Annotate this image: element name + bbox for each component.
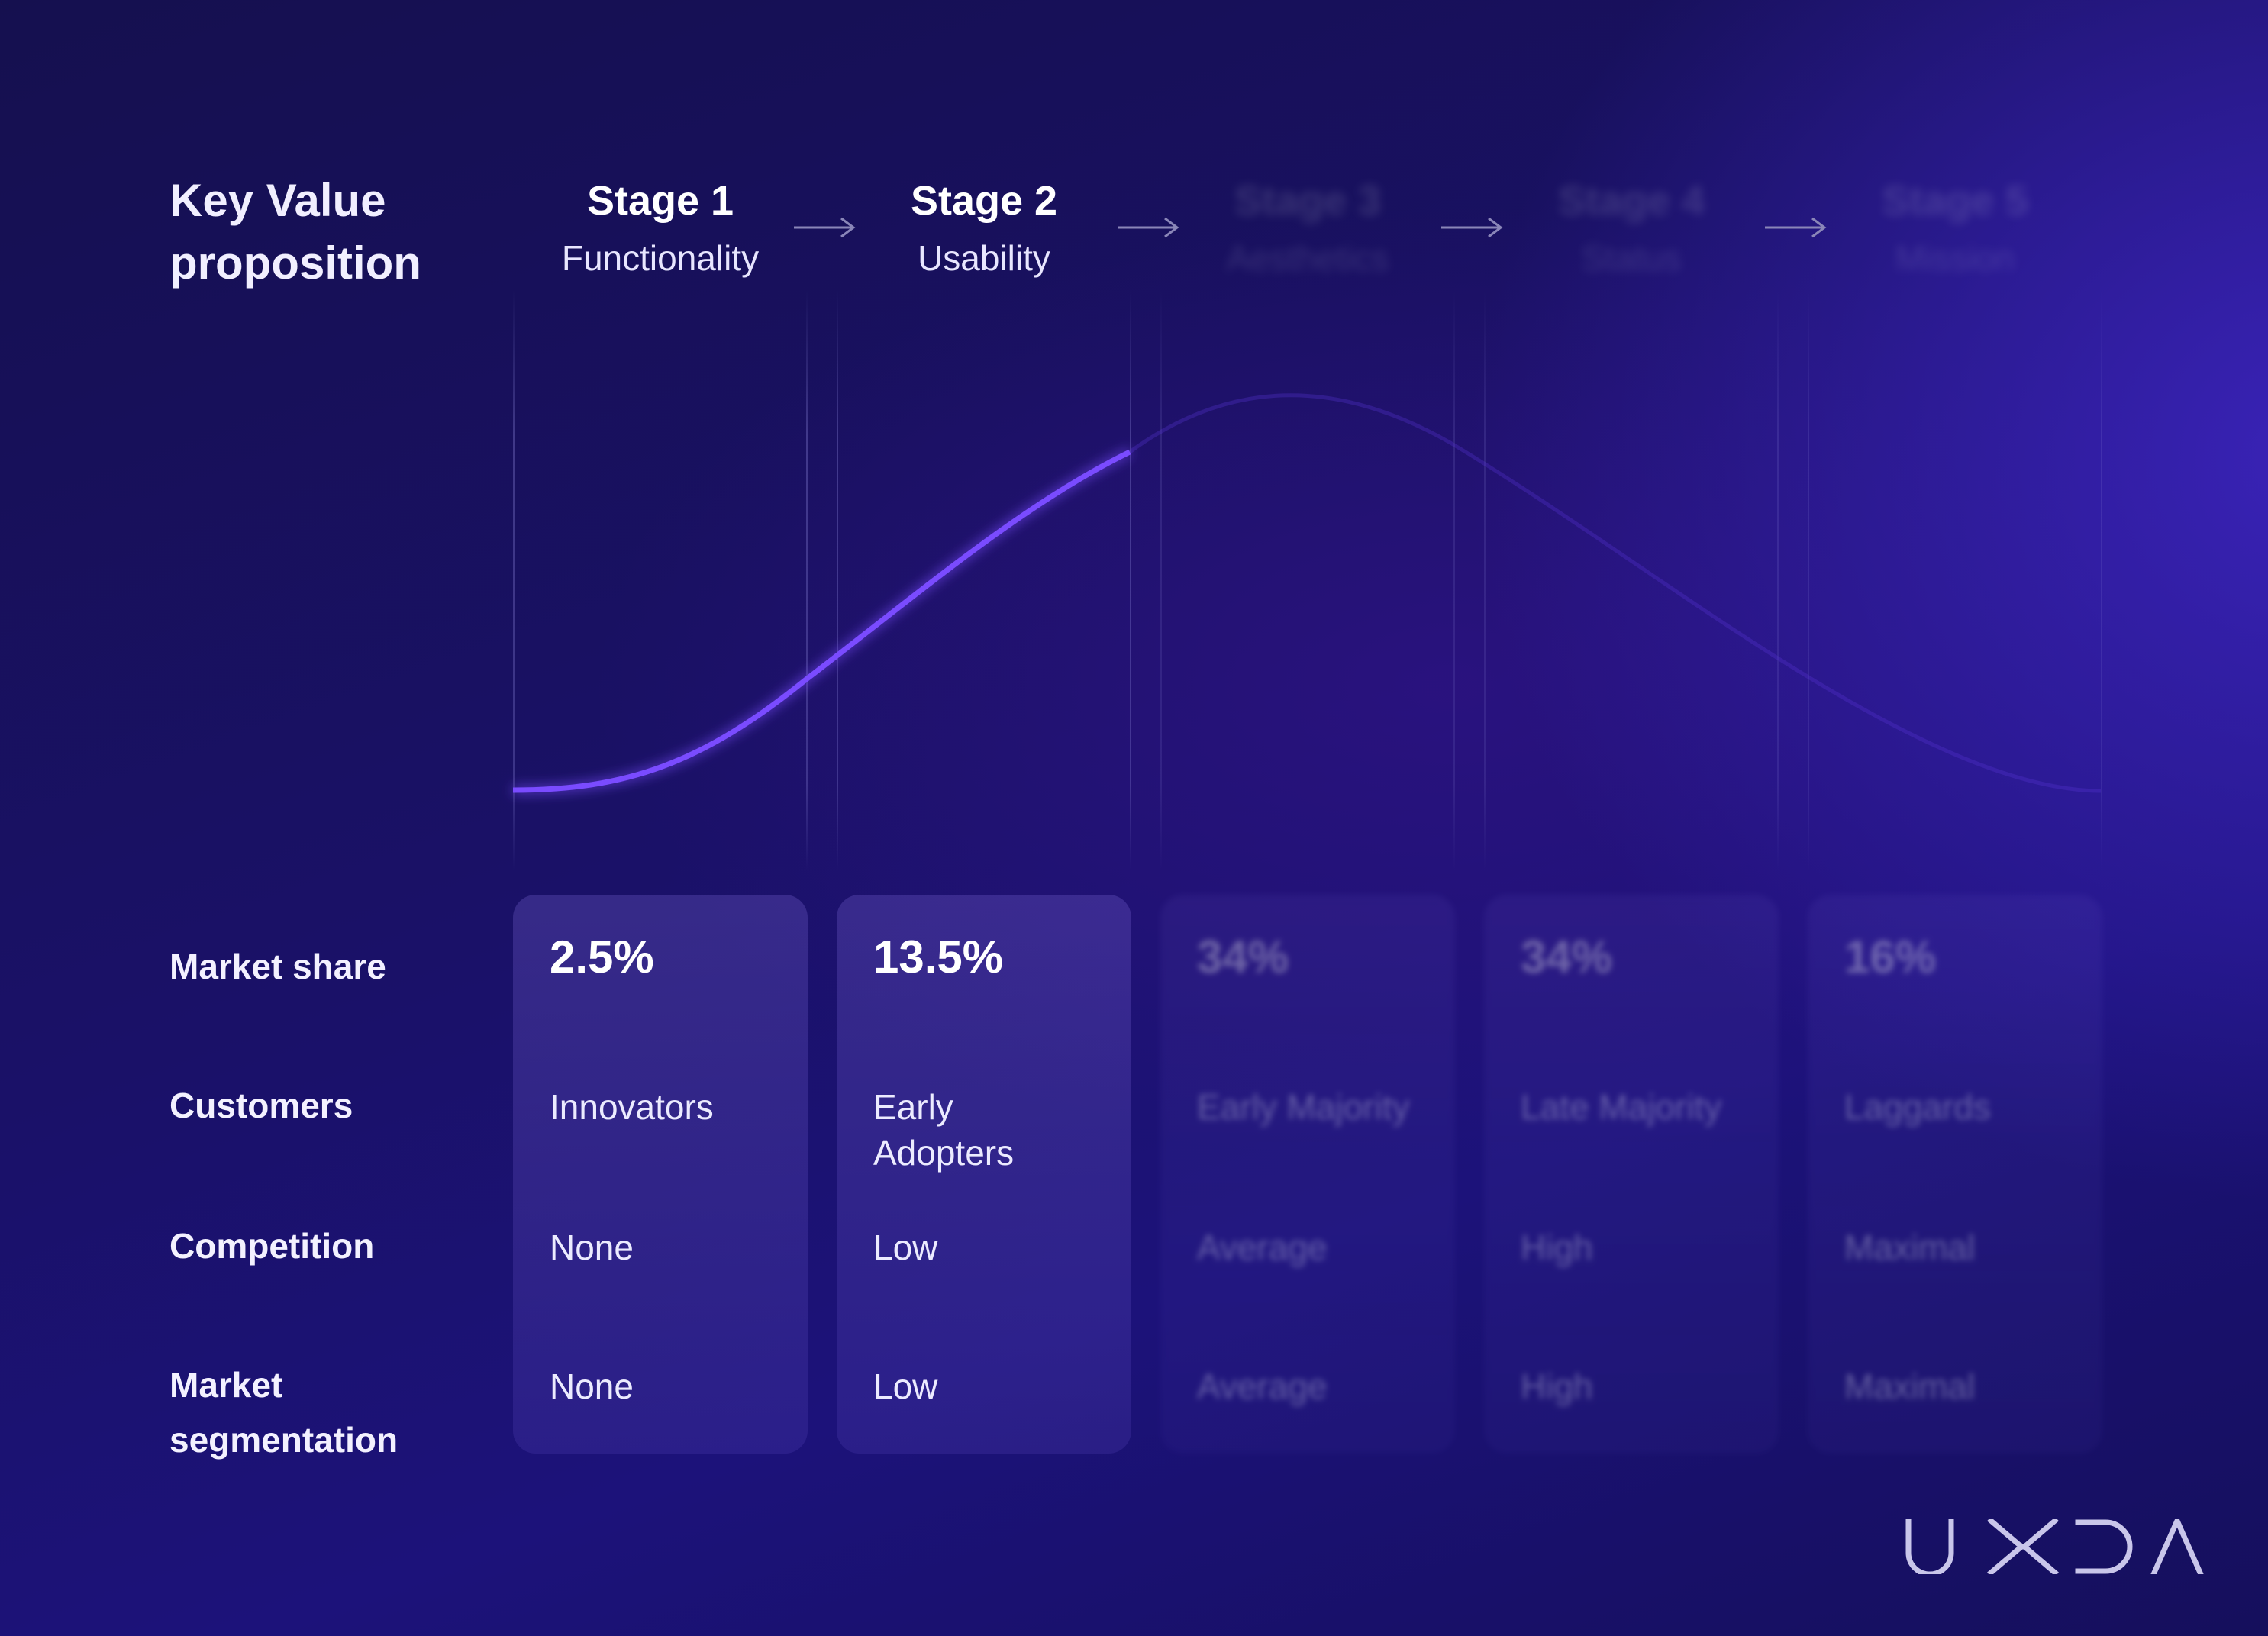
divider-line <box>837 290 838 870</box>
divider-line <box>2101 290 2102 870</box>
divider-line <box>1130 290 1131 870</box>
divider-line <box>1453 290 1455 870</box>
competition-value: Average <box>1197 1228 1328 1267</box>
stage-4-header: Stage 4 Status <box>1479 174 1784 289</box>
divider-line <box>806 290 808 870</box>
row-label-market-share: Market share <box>169 947 386 986</box>
competition-value: High <box>1521 1228 1593 1267</box>
competition-value: None <box>550 1228 634 1267</box>
stage-subtitle: Mission <box>1895 238 2015 278</box>
divider-line <box>1777 290 1779 870</box>
stage-name: Stage 1 <box>586 178 734 224</box>
customers-value: Laggards <box>1844 1087 1991 1127</box>
stage-name: Stage 4 <box>1557 178 1705 224</box>
arrow-right-icon <box>1441 217 1503 238</box>
row-label-market-segmentation: Market segmentation <box>169 1365 398 1460</box>
uxda-logo <box>1905 1519 2204 1574</box>
stage-subtitle: Usability <box>918 238 1050 278</box>
market-segmentation-value: Maximal <box>1844 1367 1976 1406</box>
market-segmentation-value: None <box>550 1367 634 1406</box>
stage-subtitle: Aesthetics <box>1226 238 1389 278</box>
stage-name: Stage 2 <box>910 178 1058 224</box>
customers-value: Late Majority <box>1521 1087 1722 1127</box>
row-label-customers: Customers <box>169 1086 353 1125</box>
row-label-competition: Competition <box>169 1226 375 1266</box>
stage-5-card: 16% Laggards Maximal Maximal <box>1808 895 2102 1454</box>
arrow-right-icon <box>1765 217 1827 238</box>
divider-line <box>1160 290 1162 870</box>
stage-5-header: Stage 5 Mission <box>1802 174 2108 289</box>
stage-divider-lines <box>513 290 2102 870</box>
stage-1-header: Stage 1 Functionality <box>508 174 813 289</box>
arrow-right-icon <box>1118 217 1179 238</box>
market-segmentation-value: Average <box>1197 1367 1328 1406</box>
adoption-curve <box>512 449 1131 793</box>
divider-line <box>1484 290 1486 870</box>
market-share-value: 34% <box>1521 931 1613 983</box>
stage-2-card: 13.5% Early Adopters Low Low <box>837 895 1131 1454</box>
market-segmentation-value: High <box>1521 1367 1593 1406</box>
arrow-right-icon <box>794 217 856 238</box>
stage-name: Stage 5 <box>1881 178 2029 224</box>
adoption-curve-faded <box>1128 393 2102 793</box>
customers-value: Early Adopters <box>873 1087 1015 1173</box>
customers-value: Innovators <box>550 1087 714 1127</box>
stage-1-card: 2.5% Innovators None None <box>513 895 808 1454</box>
stage-2-header: Stage 2 Usability <box>831 174 1137 289</box>
stage-3-card: 34% Early Majority Average Average <box>1160 895 1455 1454</box>
stage-subtitle: Status <box>1581 238 1682 278</box>
competition-value: Low <box>873 1228 938 1267</box>
stage-subtitle: Functionality <box>561 238 760 278</box>
market-share-value: 13.5% <box>873 931 1004 983</box>
market-share-value: 2.5% <box>550 931 654 983</box>
market-segmentation-value: Low <box>873 1367 938 1406</box>
competition-value: Maximal <box>1844 1228 1976 1267</box>
divider-line <box>1808 290 1809 870</box>
market-share-value: 34% <box>1197 931 1289 983</box>
customers-value: Early Majority <box>1197 1087 1410 1127</box>
stage-name: Stage 3 <box>1234 178 1382 224</box>
stage-3-header: Stage 3 Aesthetics <box>1155 174 1460 289</box>
market-share-value: 16% <box>1844 931 1937 983</box>
divider-line <box>513 290 515 870</box>
page-title: Key Value proposition <box>169 175 421 289</box>
stage-4-card: 34% Late Majority High High <box>1484 895 1779 1454</box>
